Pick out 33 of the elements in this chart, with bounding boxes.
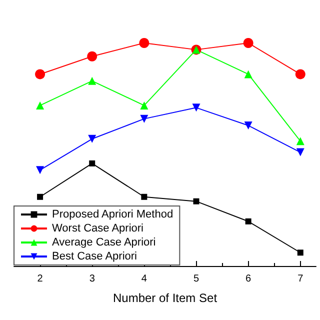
legend-label: Worst Case Apriori xyxy=(52,222,144,234)
point xyxy=(35,69,46,80)
point xyxy=(140,114,148,123)
point xyxy=(37,194,44,200)
point xyxy=(88,76,96,85)
point xyxy=(244,122,252,130)
x-tick-label: 4 xyxy=(141,274,148,284)
legend-label: Average Case Apriori xyxy=(52,236,156,248)
x-tick-label: 3 xyxy=(89,274,96,284)
point xyxy=(87,51,98,62)
point xyxy=(296,148,304,156)
x-tick-label: 6 xyxy=(246,274,252,284)
point xyxy=(36,166,44,174)
point xyxy=(139,38,150,48)
point xyxy=(297,250,304,256)
legend-label: Best Case Apriori xyxy=(52,250,137,262)
point xyxy=(192,104,200,112)
point xyxy=(36,101,44,110)
point xyxy=(244,70,252,78)
x-tick-label: 2 xyxy=(37,274,44,284)
x-tick-label: 5 xyxy=(193,274,200,284)
point xyxy=(245,218,252,224)
point xyxy=(296,137,304,146)
legend-label: Proposed Apriori Method xyxy=(52,208,174,220)
x-axis-title: Number of Item Set xyxy=(112,291,218,305)
point xyxy=(89,160,96,166)
point xyxy=(88,134,96,143)
point xyxy=(140,101,148,110)
point xyxy=(243,38,254,48)
point xyxy=(141,194,148,200)
point xyxy=(193,198,200,204)
point xyxy=(295,69,306,80)
x-tick-label: 7 xyxy=(298,274,304,284)
